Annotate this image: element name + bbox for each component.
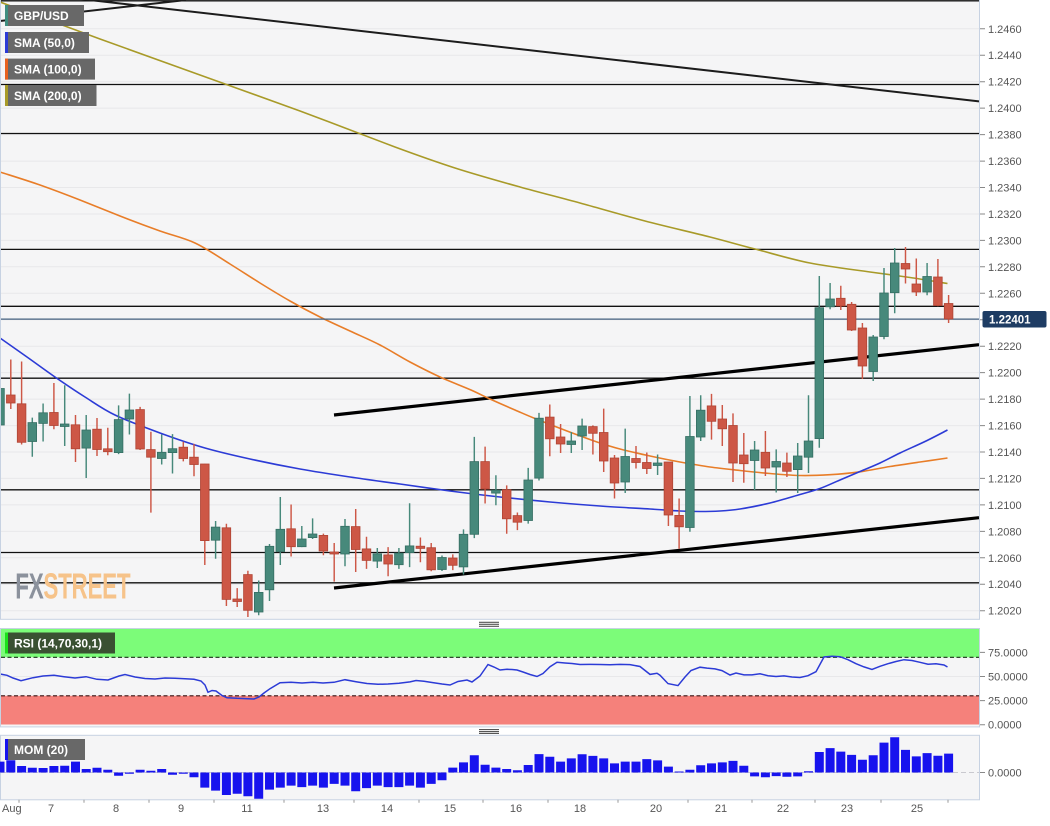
svg-text:13: 13 <box>317 803 329 815</box>
svg-text:GBP/USD: GBP/USD <box>14 9 69 23</box>
svg-text:1.2340: 1.2340 <box>988 183 1022 195</box>
svg-text:1.2220: 1.2220 <box>988 341 1022 353</box>
svg-text:23: 23 <box>841 803 853 815</box>
svg-text:Aug: Aug <box>2 803 22 815</box>
svg-text:1.22401: 1.22401 <box>989 315 1031 327</box>
svg-text:22: 22 <box>777 803 789 815</box>
svg-text:7: 7 <box>48 803 54 815</box>
svg-text:1.2080: 1.2080 <box>988 526 1022 538</box>
svg-text:1.2200: 1.2200 <box>988 368 1022 380</box>
svg-text:1.2180: 1.2180 <box>988 394 1022 406</box>
svg-text:16: 16 <box>510 803 522 815</box>
svg-text:1.2460: 1.2460 <box>988 24 1022 36</box>
svg-text:1.2380: 1.2380 <box>988 130 1022 142</box>
svg-text:SMA (100,0): SMA (100,0) <box>14 63 82 77</box>
svg-text:1.2040: 1.2040 <box>988 579 1022 591</box>
svg-text:9: 9 <box>178 803 184 815</box>
svg-text:1.2420: 1.2420 <box>988 77 1022 89</box>
svg-text:1.2320: 1.2320 <box>988 209 1022 221</box>
svg-text:1.2400: 1.2400 <box>988 103 1022 115</box>
svg-text:18: 18 <box>574 803 586 815</box>
svg-text:75.0000: 75.0000 <box>988 647 1028 659</box>
svg-text:1.2300: 1.2300 <box>988 235 1022 247</box>
svg-text:0.0000: 0.0000 <box>988 768 1022 780</box>
svg-text:25.0000: 25.0000 <box>988 696 1028 708</box>
svg-text:15: 15 <box>444 803 456 815</box>
svg-text:SMA (50,0): SMA (50,0) <box>14 36 75 50</box>
svg-text:14: 14 <box>381 803 393 815</box>
svg-text:20: 20 <box>650 803 662 815</box>
svg-text:FXSTREET: FXSTREET <box>15 567 130 607</box>
svg-text:1.2060: 1.2060 <box>988 553 1022 565</box>
svg-text:1.2100: 1.2100 <box>988 500 1022 512</box>
svg-text:1.2260: 1.2260 <box>988 288 1022 300</box>
svg-text:50.0000: 50.0000 <box>988 672 1028 684</box>
svg-text:8: 8 <box>113 803 119 815</box>
svg-text:1.2020: 1.2020 <box>988 606 1022 618</box>
svg-text:0.0000: 0.0000 <box>988 720 1022 732</box>
svg-text:21: 21 <box>715 803 727 815</box>
svg-text:1.2280: 1.2280 <box>988 262 1022 274</box>
svg-text:MOM (20): MOM (20) <box>14 743 68 757</box>
svg-text:1.2120: 1.2120 <box>988 473 1022 485</box>
svg-text:RSI (14,70,30,1): RSI (14,70,30,1) <box>14 637 102 651</box>
svg-text:25: 25 <box>911 803 923 815</box>
svg-text:11: 11 <box>241 803 252 815</box>
svg-text:1.2360: 1.2360 <box>988 156 1022 168</box>
svg-text:1.2140: 1.2140 <box>988 447 1022 459</box>
svg-text:SMA (200,0): SMA (200,0) <box>14 89 82 103</box>
svg-text:1.2440: 1.2440 <box>988 50 1022 62</box>
svg-text:1.2160: 1.2160 <box>988 421 1022 433</box>
